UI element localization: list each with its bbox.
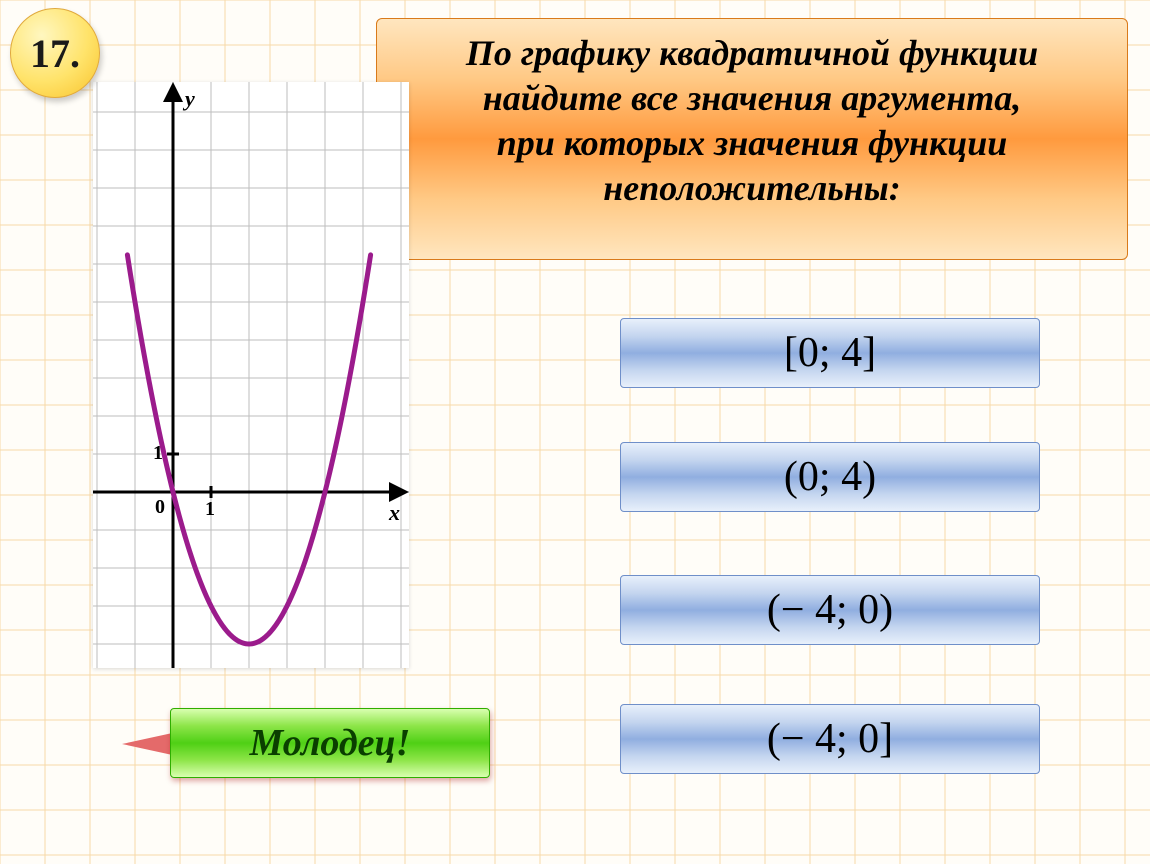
answer-option-4[interactable]: (− 4; 0] (620, 704, 1040, 774)
question-number-badge: 17. (10, 8, 100, 98)
question-line-3: при которых значения функции (401, 121, 1103, 166)
answer-option-1[interactable]: [0; 4] (620, 318, 1040, 388)
answer-option-2-text: (0; 4) (784, 453, 876, 501)
answer-option-3-text: (− 4; 0) (767, 586, 893, 634)
question-line-1: По графику квадратичной функции (401, 31, 1103, 76)
answer-option-4-text: (− 4; 0] (767, 715, 893, 763)
graph-svg (93, 82, 409, 668)
feedback-box: Молодец! (170, 708, 490, 778)
feedback-pointer-icon (122, 732, 177, 756)
question-line-2: найдите все значения аргумента, (401, 76, 1103, 121)
answer-option-2[interactable]: (0; 4) (620, 442, 1040, 512)
answer-option-3[interactable]: (− 4; 0) (620, 575, 1040, 645)
feedback-text: Молодец! (250, 721, 411, 765)
graph-panel: yx011 (93, 82, 409, 668)
question-number-text: 17. (30, 30, 80, 77)
answer-option-1-text: [0; 4] (784, 329, 876, 377)
question-box: По графику квадратичной функции найдите … (376, 18, 1128, 260)
question-line-4: неположительны: (401, 166, 1103, 211)
